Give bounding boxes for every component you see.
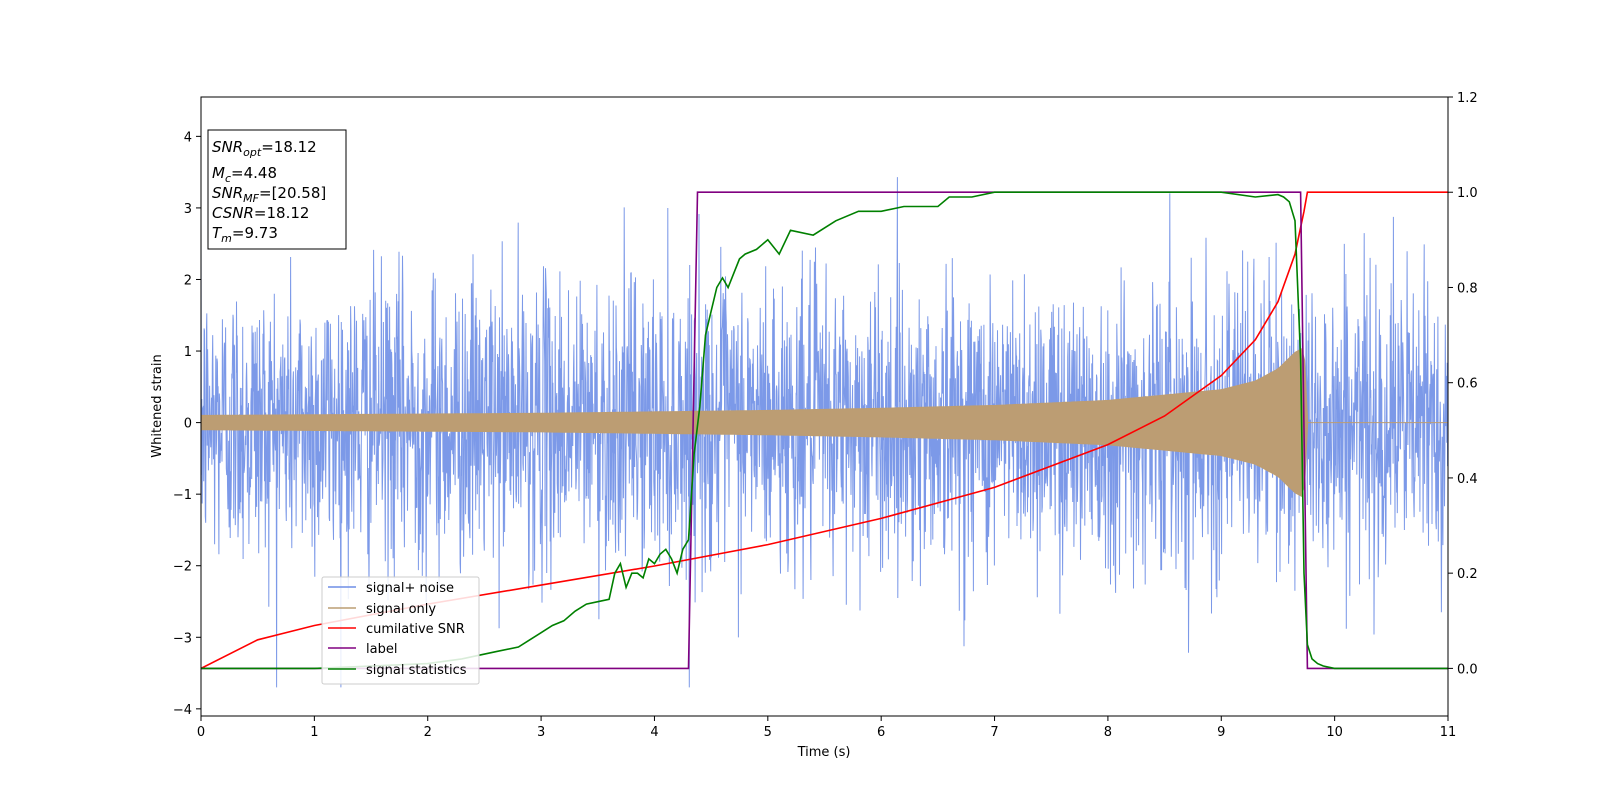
y-right-tick-label: 0.8 xyxy=(1457,281,1478,296)
y-axis-left: −4 −3 −2 −1 0 1 2 3 4 xyxy=(173,130,201,718)
y-left-tick-label: −4 xyxy=(173,703,192,718)
stats-box-frame xyxy=(207,129,347,250)
stat-csnr: CSNR=18.12 xyxy=(212,204,309,222)
legend-label: cumilative SNR xyxy=(366,622,465,637)
x-axis: 0 1 2 3 4 5 6 7 8 9 10 11 xyxy=(197,716,1456,740)
stat-tm: Tm=9.73 xyxy=(212,224,278,245)
x-tick-label: 9 xyxy=(1217,725,1225,740)
legend: signal+ noise signal only cumilative SNR… xyxy=(321,576,480,685)
x-tick-label: 2 xyxy=(424,725,432,740)
stat-snr-mf: SNRMF=[20.58] xyxy=(212,184,326,205)
x-tick-label: 6 xyxy=(877,725,885,740)
y-left-tick-label: 4 xyxy=(184,130,192,145)
series-signal-noise xyxy=(201,177,1448,688)
y-right-tick-label: 0.2 xyxy=(1457,567,1478,582)
legend-item-signal-statistics: signal statistics xyxy=(328,663,467,678)
legend-label: signal only xyxy=(366,602,436,617)
stats-box: SNRopt=18.12 Mc=4.48 SNRMF=[20.58] CSNR=… xyxy=(207,129,347,250)
legend-label: signal+ noise xyxy=(366,581,454,596)
legend-frame xyxy=(321,576,480,685)
plot-frame xyxy=(200,96,1449,717)
series-signal-only xyxy=(201,348,1448,498)
y-right-tick-label: 0.6 xyxy=(1457,377,1478,392)
y-left-tick-label: 1 xyxy=(184,345,192,360)
y-left-tick-label: −1 xyxy=(173,488,192,503)
x-tick-label: 3 xyxy=(537,725,545,740)
x-tick-label: 7 xyxy=(990,725,998,740)
y-axis-right: 0.0 0.2 0.4 0.6 0.8 1.0 1.2 xyxy=(1448,91,1478,677)
y-right-tick-label: 0.4 xyxy=(1457,472,1478,487)
x-tick-label: 0 xyxy=(197,725,205,740)
y-right-tick-label: 1.2 xyxy=(1457,91,1478,106)
legend-item-signal-noise: signal+ noise xyxy=(328,581,454,596)
series-signal-statistics xyxy=(201,191,1448,670)
legend-item-label: label xyxy=(328,642,397,657)
y-right-tick-label: 0.0 xyxy=(1457,662,1478,677)
legend-label: label xyxy=(366,642,397,657)
stat-snr-opt: SNRopt=18.12 xyxy=(212,138,317,159)
legend-label: signal statistics xyxy=(366,663,467,678)
y-left-tick-label: 3 xyxy=(184,202,192,217)
x-tick-label: 10 xyxy=(1326,725,1343,740)
legend-item-cumulative-snr: cumilative SNR xyxy=(328,622,465,637)
x-tick-label: 4 xyxy=(650,725,658,740)
y-left-tick-label: −3 xyxy=(173,631,192,646)
x-tick-label: 8 xyxy=(1104,725,1112,740)
y-left-tick-label: 2 xyxy=(184,273,192,288)
y-left-tick-label: −2 xyxy=(173,560,192,575)
x-tick-label: 1 xyxy=(310,725,318,740)
x-tick-label: 11 xyxy=(1440,725,1457,740)
x-axis-label: Time (s) xyxy=(797,745,851,760)
y-right-tick-label: 1.0 xyxy=(1457,186,1478,201)
y-left-tick-label: 0 xyxy=(184,417,192,432)
x-tick-label: 5 xyxy=(764,725,772,740)
y-axis-label: Whitened strain xyxy=(150,354,165,457)
stat-mc: Mc=4.48 xyxy=(212,164,277,185)
legend-item-signal-only: signal only xyxy=(328,602,436,617)
